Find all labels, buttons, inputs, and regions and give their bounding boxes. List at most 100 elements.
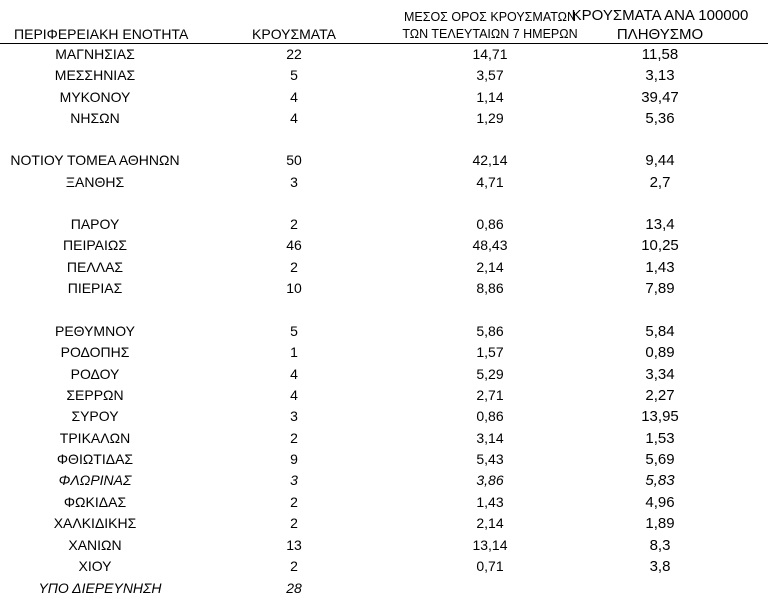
avg-cell: 14,71 [472, 46, 508, 62]
header-avg-line2: ΤΩΝ ΤΕΛΕΥΤΑΙΩΝ 7 ΗΜΕΡΩΝ [402, 27, 578, 41]
cases-cell: 4 [290, 110, 298, 126]
table-row: ΡΟΔΟΠΗΣ 1 1,57 0,89 [0, 342, 768, 363]
cases-cell: 10 [286, 280, 302, 296]
cases-cell: 4 [290, 366, 298, 382]
avg-cell: 5,43 [476, 451, 504, 467]
region-cell: ΡΟΔΟΥ [70, 366, 120, 382]
avg-cell: 1,14 [476, 89, 504, 105]
per100k-cell: 1,89 [645, 515, 675, 532]
region-cell: ΧΑΝΙΩΝ [68, 537, 122, 553]
per100k-cell: 8,3 [649, 537, 671, 554]
region-cell: ΡΕΘΥΜΝΟΥ [54, 323, 135, 339]
avg-cell: 3,86 [476, 472, 504, 488]
region-cell: ΥΠΟ ΔΙΕΡΕΥΝΗΣΗ [38, 580, 162, 596]
table-row: ΧΑΛΚΙΔΙΚΗΣ 2 2,14 1,89 [0, 513, 768, 534]
cases-cell: 13 [286, 537, 302, 553]
region-cell: ΦΛΩΡΙΝΑΣ [58, 472, 132, 488]
table-row: ΝΟΤΙΟΥ ΤΟΜΕΑ ΑΘΗΝΩΝ 50 42,14 9,44 [0, 150, 768, 171]
region-cell: ΣΕΡΡΩΝ [66, 387, 124, 403]
region-cell: ΝΗΣΩΝ [70, 110, 120, 126]
avg-cell: 2,71 [476, 387, 504, 403]
avg-cell: 1,57 [476, 344, 504, 360]
header-avg-7-days: ΜΕΣΟΣ ΟΡΟΣ ΚΡΟΥΣΜΑΤΩΝ ΤΩΝ ΤΕΛΕΥΤΑΙΩΝ 7 Η… [390, 9, 590, 43]
table-row: ΜΕΣΣΗΝΙΑΣ 5 3,57 3,13 [0, 65, 768, 86]
per100k-cell: 39,47 [641, 89, 679, 106]
header-avg-line1: ΜΕΣΟΣ ΟΡΟΣ ΚΡΟΥΣΜΑΤΩΝ [403, 10, 577, 24]
region-cell: ΜΑΓΝΗΣΙΑΣ [55, 46, 135, 62]
region-cell: ΠΕΙΡΑΙΩΣ [63, 237, 127, 253]
cases-cell: 2 [290, 430, 298, 446]
cases-cell: 5 [290, 323, 298, 339]
table-row: ΦΩΚΙΔΑΣ 2 1,43 4,96 [0, 492, 768, 513]
per100k-cell: 2,27 [645, 387, 675, 404]
table-row: ΠΙΕΡΙΑΣ 10 8,86 7,89 [0, 278, 768, 299]
region-cell: ΠΑΡΟΥ [70, 216, 120, 232]
table-row: ΡΕΘΥΜΝΟΥ 5 5,86 5,84 [0, 321, 768, 342]
header-per-100k: ΚΡΟΥΣΜΑΤΑ ΑΝΑ 100000 ΠΛΗΘΥΣΜΟ [570, 6, 750, 44]
per100k-cell: 3,8 [649, 558, 671, 575]
avg-cell: 0,71 [476, 558, 504, 574]
avg-cell: 5,86 [476, 323, 504, 339]
region-cell: ΦΩΚΙΔΑΣ [63, 494, 127, 510]
per100k-cell: 5,84 [645, 323, 675, 340]
cases-cell: 2 [290, 259, 298, 275]
region-cell: ΡΟΔΟΠΗΣ [60, 344, 130, 360]
avg-cell: 48,43 [472, 237, 508, 253]
avg-cell: 3,14 [476, 430, 504, 446]
per100k-cell: 1,43 [645, 259, 675, 276]
per100k-cell: 13,4 [645, 216, 675, 233]
per100k-cell: 5,69 [645, 451, 675, 468]
header-region: ΠΕΡΙΦΕΡΕΙΑΚΗ ΕΝΟΤΗΤΑ [14, 26, 194, 43]
avg-cell: 5,29 [476, 366, 504, 382]
header-per100k-line2: ΠΛΗΘΥΣΜΟ [616, 26, 704, 43]
cases-cell: 9 [290, 451, 298, 467]
header-divider [0, 43, 768, 44]
table-row: ΣΥΡΟΥ 3 0,86 13,95 [0, 406, 768, 427]
avg-cell: 0,86 [476, 216, 504, 232]
cases-cell: 28 [286, 580, 302, 596]
avg-cell: 2,14 [476, 515, 504, 531]
table-row: ΜΥΚΟΝΟΥ 4 1,14 39,47 [0, 87, 768, 108]
avg-cell: 42,14 [472, 152, 508, 168]
per100k-cell: 10,25 [641, 237, 679, 254]
header-cases: ΚΡΟΥΣΜΑΤΑ [244, 26, 344, 43]
region-cell: ΜΥΚΟΝΟΥ [59, 89, 131, 105]
per100k-cell: 0,89 [645, 344, 675, 361]
region-cell: ΜΕΣΣΗΝΙΑΣ [54, 67, 136, 83]
avg-cell: 1,29 [476, 110, 504, 126]
cases-cell: 2 [290, 494, 298, 510]
cases-cell: 3 [290, 174, 298, 190]
table-row: ΠΕΙΡΑΙΩΣ 46 48,43 10,25 [0, 235, 768, 256]
table-row: ΧΑΝΙΩΝ 13 13,14 8,3 [0, 535, 768, 556]
region-cell: ΠΕΛΛΑΣ [66, 259, 124, 275]
region-cell: ΧΑΛΚΙΔΙΚΗΣ [53, 515, 137, 531]
cases-cell: 4 [290, 89, 298, 105]
cases-cell: 2 [290, 216, 298, 232]
table-row: ΝΗΣΩΝ 4 1,29 5,36 [0, 108, 768, 129]
per100k-cell: 5,36 [645, 110, 675, 127]
avg-cell: 0,86 [476, 408, 504, 424]
per100k-cell: 2,7 [649, 174, 671, 191]
avg-cell: 3,57 [476, 67, 504, 83]
per100k-cell: 9,44 [645, 152, 675, 169]
per100k-cell: 4,96 [645, 494, 675, 511]
avg-cell: 1,43 [476, 494, 504, 510]
table-row: ΦΘΙΩΤΙΔΑΣ 9 5,43 5,69 [0, 449, 768, 470]
header-per100k-line1: ΚΡΟΥΣΜΑΤΑ ΑΝΑ 100000 [571, 7, 749, 24]
table-row: ΤΡΙΚΑΛΩΝ 2 3,14 1,53 [0, 428, 768, 449]
table-row: ΥΠΟ ΔΙΕΡΕΥΝΗΣΗ 28 [0, 578, 768, 599]
region-cell: ΧΙΟΥ [78, 558, 112, 574]
per100k-cell: 3,34 [645, 366, 675, 383]
cases-cell: 3 [290, 472, 298, 488]
table-row: ΠΑΡΟΥ 2 0,86 13,4 [0, 214, 768, 235]
per100k-cell: 1,53 [645, 430, 675, 447]
cases-cell: 4 [290, 387, 298, 403]
cases-cell: 3 [290, 408, 298, 424]
table-row: ΞΑΝΘΗΣ 3 4,71 2,7 [0, 172, 768, 193]
avg-cell: 4,71 [476, 174, 504, 190]
cases-cell: 2 [290, 515, 298, 531]
table-row: ΜΑΓΝΗΣΙΑΣ 22 14,71 11,58 [0, 44, 768, 65]
cases-cell: 5 [290, 67, 298, 83]
table-row: ΦΛΩΡΙΝΑΣ 3 3,86 5,83 [0, 470, 768, 491]
cases-cell: 46 [286, 237, 302, 253]
